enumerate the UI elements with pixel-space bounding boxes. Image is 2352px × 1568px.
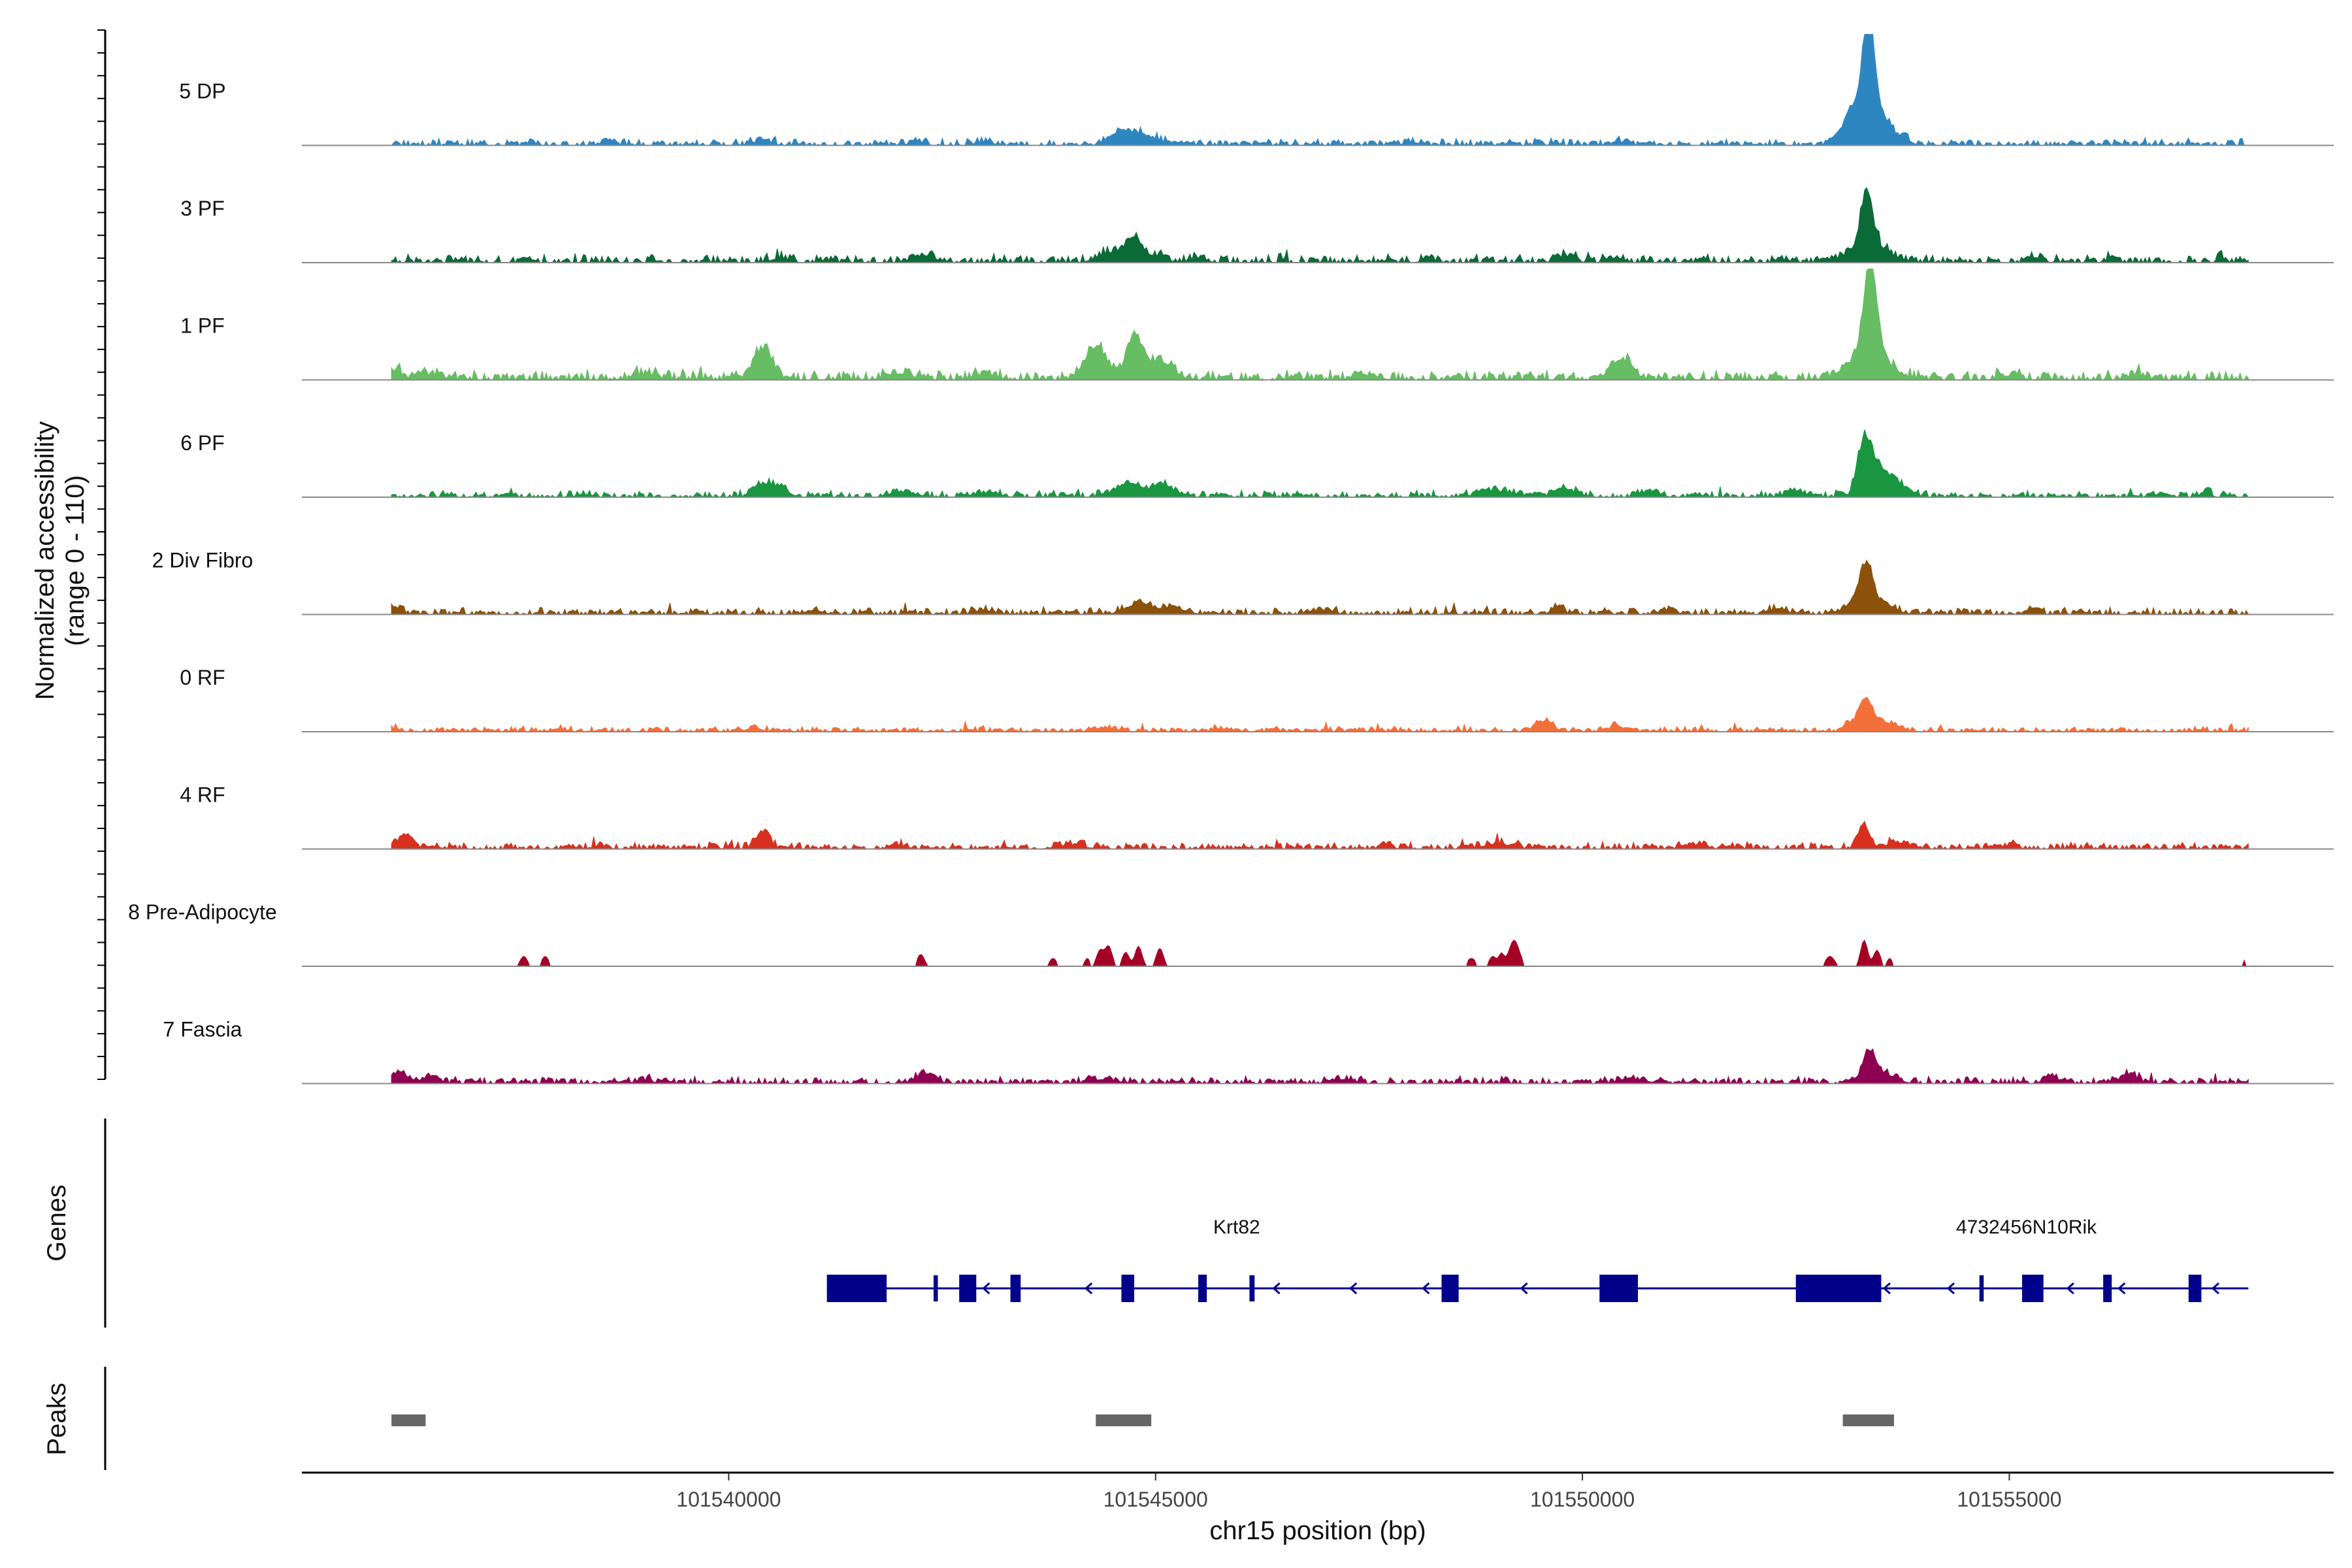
- strand-arrow: [1520, 1282, 1528, 1295]
- track-4: 2 Div Fibro: [152, 549, 2334, 615]
- gene-exon: [1795, 1275, 1882, 1302]
- coverage-area: [391, 429, 2249, 498]
- gene-exon: [2022, 1275, 2044, 1302]
- strand-arrow: [982, 1282, 990, 1295]
- coverage-area: [391, 939, 2249, 967]
- coverage-area: [391, 1048, 2249, 1085]
- gene-exon: [1249, 1275, 1255, 1301]
- track-label: 0 RF: [180, 666, 225, 689]
- track-label: 3 PF: [180, 197, 225, 220]
- x-tick-label: 101540000: [676, 1488, 781, 1511]
- track-label: 2 Div Fibro: [152, 549, 253, 572]
- y-axis-title-line2: (range 0 - 110): [61, 475, 90, 646]
- gene-exon: [2188, 1275, 2202, 1302]
- track-label: 8 Pre-Adipocyte: [128, 900, 277, 924]
- gene-exon: [1979, 1275, 1984, 1301]
- peak-region: [1842, 1414, 1895, 1426]
- coverage-area: [391, 696, 2249, 733]
- gene-name: Krt82: [1213, 1217, 1260, 1238]
- peak-region: [391, 1414, 426, 1426]
- y-axis-title-line1: Normalized accessibility: [31, 421, 59, 700]
- gene-exon: [1010, 1275, 1021, 1302]
- track-3: 6 PF: [180, 429, 2334, 498]
- gene-models: Krt82 4732456N10Rik: [826, 1217, 2249, 1302]
- coverage-area: [391, 559, 2249, 615]
- gene-exon: [959, 1275, 977, 1302]
- track-8: 7 Fascia: [163, 1018, 2334, 1085]
- track-label: 6 PF: [180, 431, 225, 455]
- x-tick-label: 101555000: [1957, 1488, 2061, 1511]
- coverage-area: [391, 820, 2249, 850]
- track-7: 8 Pre-Adipocyte: [128, 900, 2334, 967]
- strand-arrow: [2211, 1282, 2220, 1295]
- gene-exon: [2103, 1275, 2112, 1302]
- peak-region: [1096, 1414, 1152, 1426]
- gene-0: Krt82: [826, 1217, 1809, 1302]
- peaks-panel-label: Peaks: [42, 1382, 71, 1455]
- coverage-tracks: 5 DP 3 PF 1 PF 6 PF 2 Div Fibro 0 RF 4 RF 8 Pre…: [128, 34, 2334, 1085]
- x-tick-label: 101545000: [1103, 1488, 1208, 1511]
- coverage-area: [391, 269, 2249, 382]
- coverage-area: [391, 187, 2249, 264]
- strand-arrow: [1349, 1282, 1358, 1295]
- track-6: 4 RF: [180, 783, 2334, 850]
- gene-1: 4732456N10Rik: [1795, 1217, 2249, 1302]
- strand-arrow: [1882, 1282, 1891, 1295]
- track-label: 1 PF: [180, 314, 225, 338]
- coverage-area: [391, 34, 2249, 146]
- x-axis-title: chr15 position (bp): [1209, 1516, 1426, 1545]
- strand-arrow: [1272, 1282, 1281, 1295]
- x-tick-label: 101550000: [1530, 1488, 1635, 1511]
- gene-exon: [826, 1275, 887, 1302]
- track-1: 3 PF: [180, 187, 2334, 264]
- track-label: 5 DP: [179, 80, 225, 103]
- x-axis-ticks: 101540000 101545000 101550000 101555000: [676, 1473, 2062, 1511]
- strand-arrow: [2066, 1282, 2074, 1295]
- genes-panel-label: Genes: [42, 1184, 71, 1262]
- peak-regions: [391, 1414, 1895, 1426]
- strand-arrow: [2117, 1282, 2126, 1295]
- gene-exon: [1441, 1275, 1459, 1302]
- track-2: 1 PF: [180, 269, 2334, 382]
- gene-exon: [1599, 1275, 1639, 1302]
- track-label: 7 Fascia: [163, 1018, 242, 1041]
- gene-exon: [933, 1275, 938, 1301]
- y-axis-ticks: [97, 29, 105, 1080]
- gene-exon: [1121, 1275, 1135, 1302]
- track-label: 4 RF: [180, 783, 225, 807]
- strand-arrow: [1422, 1282, 1430, 1295]
- track-0: 5 DP: [179, 34, 2334, 146]
- gene-exon: [1198, 1275, 1207, 1302]
- strand-arrow: [1946, 1282, 1955, 1295]
- gene-name: 4732456N10Rik: [1956, 1217, 2097, 1238]
- strand-arrow: [1084, 1282, 1093, 1295]
- track-5: 0 RF: [180, 666, 2334, 733]
